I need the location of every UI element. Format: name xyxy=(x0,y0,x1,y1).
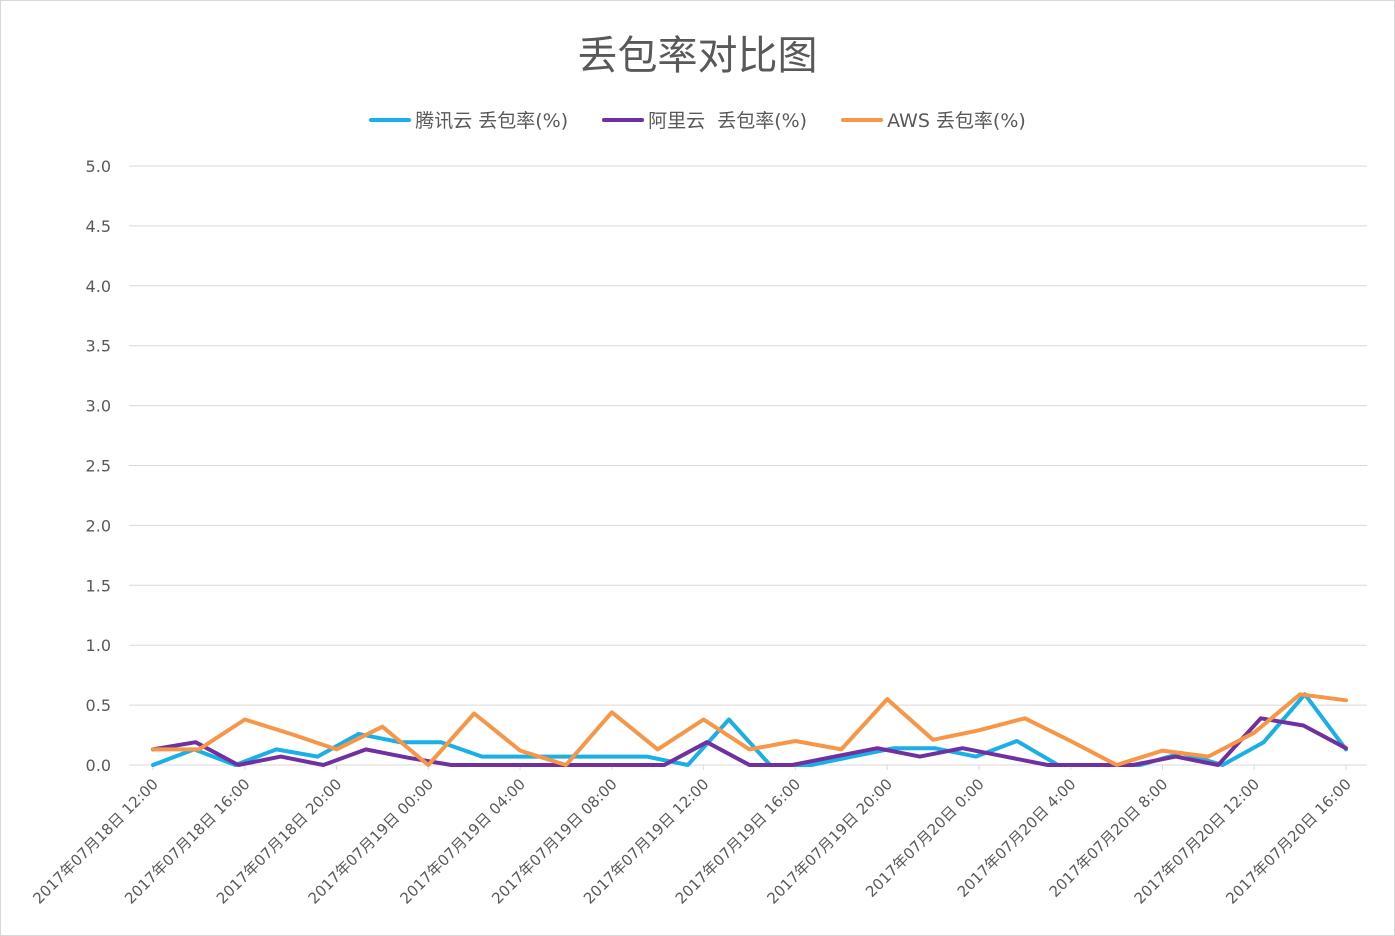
series-line-1 xyxy=(151,716,1348,767)
series-line-2 xyxy=(151,692,1348,767)
legend-item-tencent: 腾讯云 丢包率(%) xyxy=(369,106,568,133)
legend-item-aliyun: 阿里云 丢包率(%) xyxy=(602,106,807,133)
chart-title: 丢包率对比图 xyxy=(577,33,818,79)
y-tick-label: 2.0 xyxy=(86,516,111,535)
legend-swatch-aws xyxy=(841,117,884,122)
y-tick-label: 0.5 xyxy=(86,696,111,715)
y-tick-label: 4.0 xyxy=(86,277,111,296)
legend-item-aws: AWS 丢包率(%) xyxy=(841,106,1026,133)
legend-swatch-aliyun xyxy=(602,117,645,122)
legend: 腾讯云 丢包率(%) 阿里云 丢包率(%) AWS 丢包率(%) xyxy=(1,106,1394,133)
y-tick-label: 1.5 xyxy=(86,576,111,595)
legend-label-tencent: 腾讯云 丢包率(%) xyxy=(415,110,569,132)
y-tick-label: 0.0 xyxy=(86,756,111,775)
y-tick-label: 1.0 xyxy=(86,636,111,655)
y-tick-label: 3.5 xyxy=(86,337,111,356)
y-tick-label: 2.5 xyxy=(86,457,111,476)
legend-swatch-tencent xyxy=(369,117,412,122)
y-tick-label: 3.0 xyxy=(86,397,111,416)
legend-label-aws: AWS 丢包率(%) xyxy=(887,110,1026,132)
y-tick-label: 4.5 xyxy=(86,217,111,236)
y-tick-label: 5.0 xyxy=(86,157,111,176)
legend-label-aliyun: 阿里云 丢包率(%) xyxy=(648,110,808,132)
